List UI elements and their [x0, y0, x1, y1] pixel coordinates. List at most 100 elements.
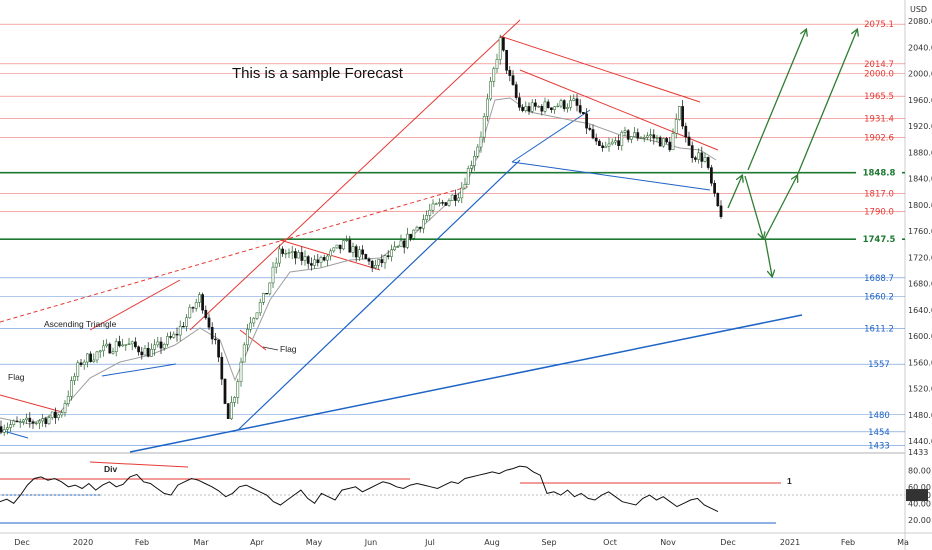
candle-down — [367, 258, 371, 262]
blue-level-label: 1454 — [868, 428, 890, 438]
blue-level-label: 1660.2 — [864, 292, 894, 302]
candle-down — [118, 341, 121, 347]
indicator-marker-label: 1 — [787, 476, 792, 486]
candle-up — [479, 136, 483, 148]
candle-down — [175, 333, 179, 336]
candle-up — [415, 226, 419, 231]
blue-level-label: 1433 — [868, 442, 890, 452]
candle-up — [278, 248, 281, 264]
candle-up — [18, 421, 22, 423]
candle-up — [284, 253, 288, 255]
time-tick-label: Mar — [193, 538, 209, 547]
time-tick-label: Ma — [897, 538, 909, 547]
candle-up — [486, 98, 489, 117]
candle-down — [354, 246, 358, 258]
candle-down — [687, 136, 691, 146]
candle-up — [332, 247, 336, 252]
candle-up — [422, 219, 425, 229]
candle-down — [322, 257, 326, 261]
candle-up — [498, 37, 502, 60]
candle-down — [108, 343, 112, 354]
time-tick-label: Jun — [364, 538, 378, 547]
candle-up — [290, 251, 294, 253]
candlestick-series — [0, 34, 723, 436]
indicator-red-div-line — [89, 461, 189, 468]
candle-up — [460, 187, 464, 199]
candle-up — [233, 397, 236, 403]
candle-up — [569, 100, 572, 108]
red-level-label: 2014.7 — [864, 60, 894, 70]
candle-up — [63, 403, 67, 413]
price-tick-label: 1800.00 — [908, 201, 932, 210]
candle-up — [466, 168, 470, 185]
blue-level-label: 1611.2 — [864, 325, 894, 335]
candle-down — [182, 325, 185, 328]
candle-up — [150, 349, 153, 357]
candle-up — [447, 200, 451, 206]
price-tick-label: 1880.00 — [908, 148, 932, 157]
candle-down — [601, 145, 604, 149]
time-tick-label: May — [306, 538, 323, 547]
candle-up — [66, 396, 70, 404]
candle-up — [34, 422, 38, 425]
candle-up — [457, 197, 460, 201]
time-tick-label: Aug — [484, 538, 500, 547]
candle-down — [31, 421, 35, 424]
time-tick-label: Feb — [135, 538, 149, 547]
blue-channel-bottom — [511, 161, 711, 191]
candle-up — [482, 116, 486, 138]
candle-down — [658, 137, 662, 147]
candle-up — [425, 215, 428, 220]
candle-up — [326, 255, 329, 261]
time-tick-label: Apr — [250, 538, 265, 547]
candle-up — [6, 427, 9, 430]
red-uptrend-line — [189, 19, 521, 331]
candle-down — [316, 259, 320, 263]
candle-up — [22, 419, 25, 422]
candle-up — [185, 317, 188, 327]
red-triangle-top — [89, 279, 181, 331]
price-tick-label: 1560.00 — [908, 358, 932, 367]
red-level-label: 2075.1 — [864, 20, 894, 30]
candle-up — [98, 350, 102, 353]
candle-down — [598, 140, 601, 146]
candle-up — [242, 344, 246, 363]
candle-up — [431, 203, 435, 211]
candle-down — [444, 202, 448, 206]
candle-down — [191, 307, 195, 309]
price-tick-label: 1720.00 — [908, 253, 932, 262]
candle-down — [562, 100, 566, 109]
candle-up — [662, 138, 665, 147]
price-tick-label: 1840.00 — [908, 175, 932, 184]
candle-down — [665, 138, 668, 143]
forecast-arrows — [727, 30, 857, 276]
candle-down — [409, 233, 412, 239]
candle-up — [428, 209, 432, 216]
candle-down — [521, 107, 524, 111]
red-level-label: 2000.0 — [864, 70, 894, 80]
candle-up — [678, 106, 681, 120]
candle-down — [0, 426, 3, 433]
candle-down — [306, 256, 310, 264]
green-level-label-bg — [856, 165, 902, 180]
candle-up — [438, 202, 441, 204]
candle-up — [166, 336, 169, 345]
candle-down — [220, 356, 224, 380]
candle-up — [268, 282, 272, 295]
candle-down — [364, 254, 368, 260]
candle-down — [690, 145, 694, 159]
candle-down — [578, 105, 582, 113]
candle-down — [281, 248, 284, 254]
candle-down — [226, 403, 230, 419]
horizontal-levels — [0, 23, 905, 446]
candle-down — [201, 294, 204, 311]
candle-down — [134, 341, 137, 348]
candle-up — [566, 107, 569, 109]
candle-up — [703, 157, 707, 162]
price-tick-label: 1600.00 — [908, 332, 932, 341]
indicator-tick-label: 40.00 — [908, 499, 931, 508]
candle-up — [252, 318, 256, 324]
candle-down — [706, 157, 710, 168]
candle-down — [710, 167, 713, 184]
